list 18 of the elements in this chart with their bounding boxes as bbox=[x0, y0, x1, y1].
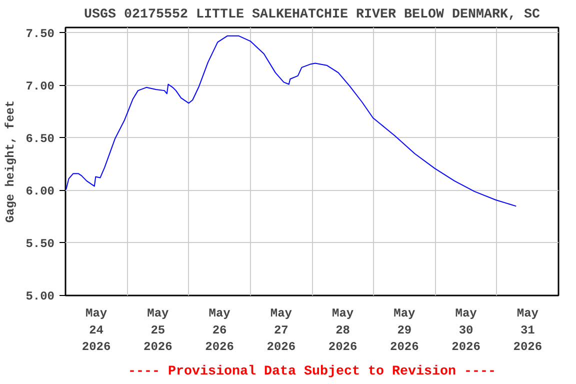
y-tick-label: 7.00 bbox=[26, 79, 55, 94]
y-tick-label: 7.50 bbox=[26, 26, 55, 41]
chart-title: USGS 02175552 LITTLE SALKEHATCHIE RIVER BELOW DENMARK, SC bbox=[84, 8, 540, 22]
text: ---- Provisional Data Subject to Revision ---- bbox=[128, 364, 496, 380]
x-tick-label: May 27 2026 bbox=[266, 306, 296, 354]
x-tick-label: May 24 2026 bbox=[82, 306, 111, 354]
x-tick-label: May 30 2026 bbox=[452, 306, 480, 354]
y-axis-title: Gage height, feet bbox=[4, 100, 18, 223]
y-tick-label: 5.50 bbox=[26, 236, 55, 251]
y-tick-label: 6.50 bbox=[26, 132, 55, 146]
y-tick-label: 5.00 bbox=[26, 290, 55, 304]
x-tick-label: May 31 2026 bbox=[513, 306, 542, 354]
x-tick-label: May 29 2026 bbox=[390, 306, 419, 354]
line-series bbox=[66, 35, 517, 207]
x-tick-label: May 25 2026 bbox=[144, 306, 172, 354]
x-tick-label: May 26 2026 bbox=[205, 306, 234, 354]
y-tick-label: 6.00 bbox=[26, 184, 55, 198]
x-tick-label: May 28 2026 bbox=[328, 306, 358, 354]
